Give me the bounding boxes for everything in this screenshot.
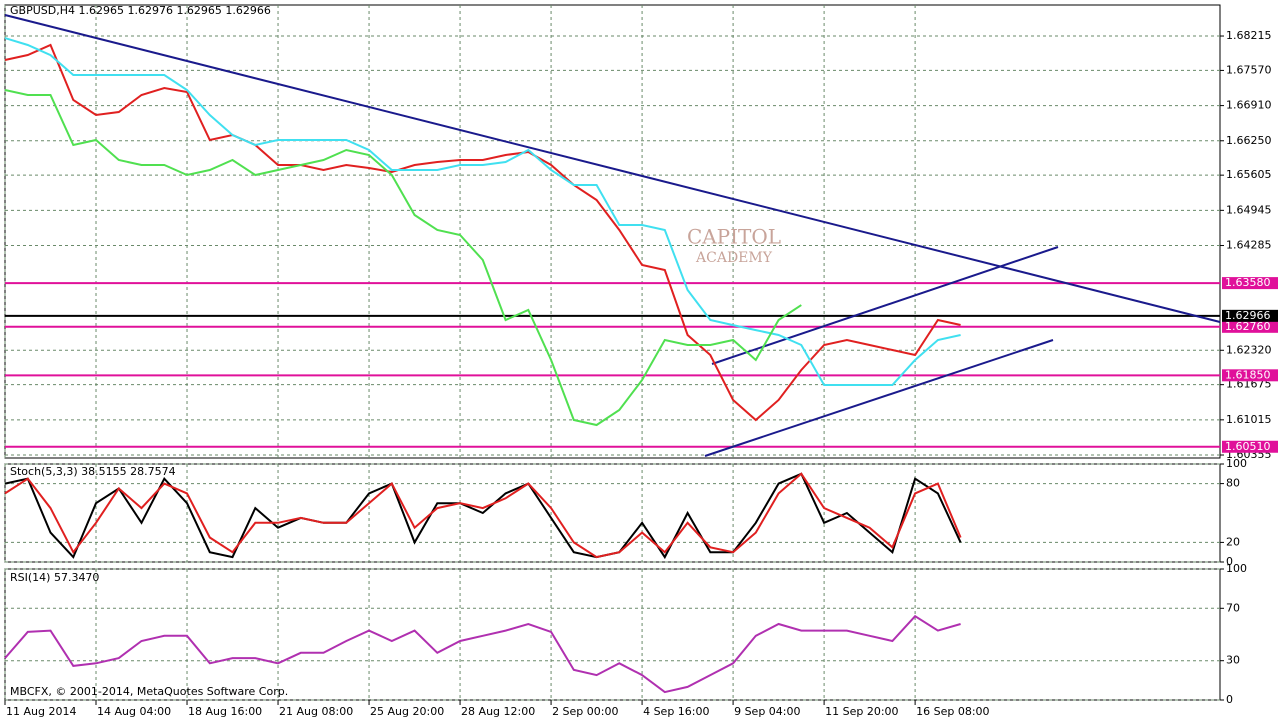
y-tick-label: 1.68215 (1226, 29, 1272, 42)
trend-lines (4, 14, 1221, 457)
panel-frame (4, 4, 1221, 459)
x-tick-label: 2 Sep 00:00 (552, 705, 618, 718)
x-tick-label: 4 Sep 16:00 (643, 705, 709, 718)
data-layer (4, 37, 962, 694)
y-tick-label: 1.66910 (1226, 99, 1272, 112)
level-label-box (1222, 320, 1278, 333)
level-label-box (1222, 277, 1278, 290)
trend-line (704, 339, 1054, 457)
footer: MBCFX, © 2001-2014, MetaQuotes Software … (10, 685, 288, 698)
y-tick-label: 1.66250 (1226, 134, 1272, 147)
level-label: 1.63580 (1225, 276, 1271, 289)
series-line (4, 614, 961, 694)
x-tick-label: 14 Aug 04:00 (97, 705, 171, 718)
x-tick-label: 28 Aug 12:00 (461, 705, 535, 718)
watermark: ACADEMY (695, 250, 773, 266)
level-label-box (1222, 309, 1278, 322)
trend-line (4, 14, 1221, 323)
trend-line (711, 246, 1059, 365)
x-tick-label: 16 Sep 08:00 (916, 705, 989, 718)
indicator-title: Stoch(5,3,3) 38.5155 28.7574 (10, 465, 176, 478)
y-tick-label: 70 (1226, 601, 1240, 614)
level-label: 1.60510 (1225, 440, 1271, 453)
series-line (4, 43, 961, 422)
level-label-box (1222, 440, 1278, 453)
level-label: 1.62966 (1225, 309, 1271, 322)
y-tick-label: 1.62320 (1226, 343, 1272, 356)
y-tick-label: 100 (1226, 457, 1247, 470)
y-tick-label: 20 (1226, 535, 1240, 548)
x-tick-label: 11 Sep 20:00 (825, 705, 898, 718)
indicator-title: RSI(14) 57.3470 (10, 571, 99, 584)
series-line (4, 89, 802, 427)
level-label: 1.61850 (1225, 368, 1271, 381)
y-tick-label: 1.67570 (1226, 63, 1272, 76)
x-tick-label: 25 Aug 20:00 (370, 705, 444, 718)
watermark: CAPITOL (687, 225, 781, 249)
y-tick-label: 0 (1226, 555, 1233, 568)
x-tick-label: 18 Aug 16:00 (188, 705, 262, 718)
y-tick-label: 1.64945 (1226, 203, 1272, 216)
y-tick-label: 100 (1226, 562, 1247, 575)
series-line (4, 472, 962, 559)
y-tick-label: 1.65605 (1226, 168, 1272, 181)
level-label: 1.62760 (1225, 320, 1271, 333)
y-tick-label: 30 (1226, 654, 1240, 667)
y-tick-label: 80 (1226, 477, 1240, 490)
x-tick-label: 21 Aug 08:00 (279, 705, 353, 718)
chart-title: GBPUSD,H4 1.62965 1.62976 1.62965 1.6296… (10, 4, 271, 17)
x-tick-label: 11 Aug 2014 (6, 705, 76, 718)
y-tick-label: 1.64285 (1226, 239, 1272, 252)
y-tick-label: 0 (1226, 693, 1233, 706)
y-tick-label: 1.61015 (1226, 413, 1272, 426)
x-tick-label: 9 Sep 04:00 (734, 705, 800, 718)
grid-layer (4, 4, 1221, 701)
series-line (4, 37, 961, 386)
level-label-box (1222, 369, 1278, 382)
